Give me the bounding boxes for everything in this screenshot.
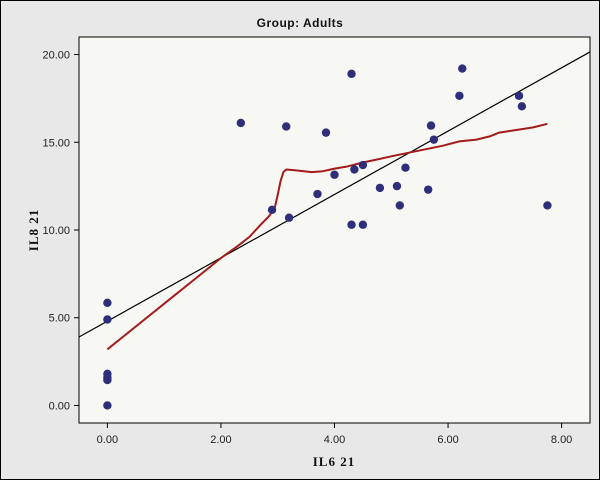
x-tick-label: 6.00 [437, 434, 458, 446]
data-point [321, 128, 331, 137]
fit-lines [78, 51, 591, 351]
data-point [236, 118, 246, 128]
data-point [375, 183, 385, 193]
chart-title: Group: Adults [257, 16, 344, 30]
y-tick-label: 0.00 [49, 400, 70, 412]
data-point [347, 69, 356, 79]
data-point [282, 122, 291, 131]
data-point [347, 220, 356, 229]
data-point [103, 315, 112, 324]
data-point [103, 375, 112, 385]
data-point [103, 298, 112, 308]
regression-line [78, 51, 591, 338]
data-point [514, 91, 524, 100]
y-axis: 0.00 5.00 10.00 15.00 20.00 [42, 50, 79, 412]
data-point [517, 102, 527, 111]
data-point [455, 91, 464, 100]
y-tick-label: 10.00 [42, 225, 70, 237]
x-tick-label: 4.00 [324, 434, 345, 446]
data-point [401, 163, 410, 172]
y-tick-label: 20.00 [42, 50, 70, 62]
data-point [267, 205, 277, 215]
data-point [429, 135, 439, 144]
x-tick-label: 8.00 [551, 434, 572, 446]
data-point [330, 170, 339, 179]
y-tick-label: 5.00 [49, 313, 70, 325]
data-points [103, 64, 552, 410]
loess-curve [106, 122, 548, 351]
data-point [103, 401, 112, 410]
y-axis-label: IL8 21 [26, 209, 41, 251]
data-point [423, 185, 433, 194]
y-tick-label: 15.00 [42, 137, 70, 149]
data-point [426, 121, 436, 130]
data-point [358, 160, 368, 170]
x-tick-label: 2.00 [210, 434, 231, 446]
data-point [458, 64, 467, 73]
x-tick-label: 0.00 [97, 434, 118, 446]
data-point [543, 201, 552, 210]
data-point [392, 181, 402, 191]
data-point [313, 189, 322, 199]
data-point [284, 213, 294, 222]
data-point [350, 165, 359, 174]
data-point [358, 220, 368, 229]
data-point [395, 201, 404, 210]
x-axis-label: IL6 21 [313, 454, 355, 469]
x-axis: 0.00 2.00 4.00 6.00 8.00 [97, 423, 572, 446]
plot-area [78, 36, 591, 424]
